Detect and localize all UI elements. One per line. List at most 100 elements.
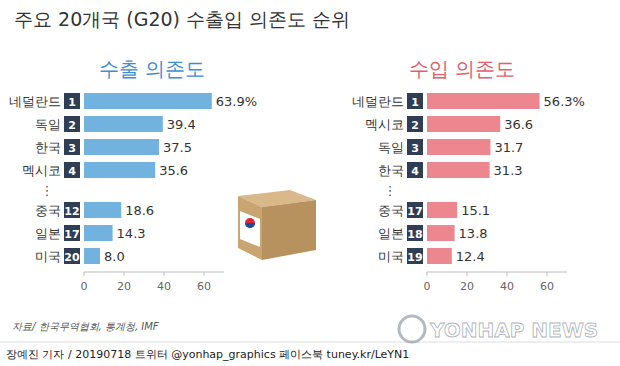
tick-label: 0 <box>424 280 431 293</box>
rank-box <box>64 116 80 132</box>
rank-label: 1 <box>411 96 419 109</box>
rank-label: 18 <box>407 228 422 241</box>
box-icon <box>238 190 316 260</box>
watermark-logo <box>399 316 425 342</box>
bar <box>84 225 113 241</box>
watermark: YONHAP NEWS <box>399 316 598 342</box>
rank-label: 3 <box>68 142 76 155</box>
rank-label: 20 <box>64 251 80 264</box>
bar <box>84 93 212 109</box>
rank-label: 17 <box>407 205 422 218</box>
bar <box>84 139 159 155</box>
bar <box>427 93 540 109</box>
category-label: 한국 <box>35 140 61 155</box>
rank-box <box>64 93 80 109</box>
data-label: 37.5 <box>163 140 192 155</box>
bar <box>427 248 452 264</box>
bars <box>427 93 540 264</box>
rank-box <box>64 162 80 178</box>
credit: 장예진 기자 / 20190718 트위터 @yonhap_graphics 페… <box>6 348 409 361</box>
tick-label: 40 <box>500 280 514 293</box>
category-label: 미국 <box>35 249 61 264</box>
tick-mark <box>204 272 205 276</box>
bar <box>84 248 100 264</box>
axis-line <box>427 272 567 273</box>
rank-label: 2 <box>68 119 76 132</box>
rank-label: 1 <box>68 96 76 109</box>
rank-label: 4 <box>68 165 76 178</box>
category-label: 일본 <box>35 226 61 241</box>
rank-label: 12 <box>64 205 79 218</box>
rank-label: 19 <box>407 251 422 264</box>
rank-box <box>407 116 423 132</box>
data-label: 8.0 <box>104 249 125 264</box>
bar <box>427 162 490 178</box>
bar <box>427 202 457 218</box>
tick-mark <box>547 272 548 276</box>
data-label: 63.9% <box>216 94 257 109</box>
rank-box <box>407 225 423 241</box>
category-label: 독일 <box>378 140 404 155</box>
tick-label: 40 <box>157 280 171 293</box>
background <box>0 0 620 366</box>
data-label: 14.3 <box>117 226 146 241</box>
rank-box <box>407 202 423 218</box>
tick-label: 60 <box>197 280 211 293</box>
rank-box <box>407 162 423 178</box>
tick-mark <box>164 272 165 276</box>
box-left <box>238 196 262 260</box>
rank-box <box>64 202 80 218</box>
tick-mark <box>467 272 468 276</box>
chart-root: 주요 20개국 (G20) 수출입 의존도 순위수출 의존도네덜란드 1 63.9%… <box>0 0 620 366</box>
bar <box>84 162 155 178</box>
flag <box>240 211 260 247</box>
tick-mark <box>427 272 428 276</box>
tick-label: 0 <box>81 280 88 293</box>
data-label: 15.1 <box>461 203 490 218</box>
panel-title: 수입 의존도 <box>409 57 515 81</box>
data-label: 13.8 <box>459 226 488 241</box>
flag-circle-blue <box>245 223 255 228</box>
data-label: 18.6 <box>125 203 154 218</box>
category-label: 멕시코 <box>22 163 61 178</box>
rank-box <box>64 139 80 155</box>
separator: ⋮ <box>384 183 397 198</box>
main-title: 주요 20개국 (G20) 수출입 의존도 순위 <box>14 8 350 30</box>
data-label: 31.3 <box>494 163 523 178</box>
category-label: 중국 <box>35 203 61 218</box>
separator: ⋮ <box>41 183 54 198</box>
category-label: 네덜란드 <box>352 94 404 109</box>
category-label: 미국 <box>378 249 404 264</box>
category-label: 중국 <box>378 203 404 218</box>
category-label: 독일 <box>35 117 61 132</box>
rank-label: 2 <box>411 119 419 132</box>
rank-label: 3 <box>411 142 419 155</box>
rank-label: 17 <box>64 228 79 241</box>
axis-line <box>84 272 224 273</box>
bar <box>427 139 490 155</box>
category-label: 일본 <box>378 226 404 241</box>
panel: 수출 의존도네덜란드163.9%독일239.4한국337.5멕시코435.6중국… <box>9 57 257 293</box>
bar <box>84 202 121 218</box>
data-label: 35.6 <box>159 163 188 178</box>
box-right <box>262 200 316 260</box>
tick-mark <box>124 272 125 276</box>
data-label: 39.4 <box>167 117 196 132</box>
flag-circle <box>245 218 255 228</box>
rank-label: 4 <box>411 165 419 178</box>
rank-box <box>407 93 423 109</box>
panel: 수입 의존도네덜란드156.3%멕시코236.6독일331.7한국431.3중국… <box>352 57 585 293</box>
data-label: 31.7 <box>494 140 523 155</box>
tick-label: 20 <box>460 280 474 293</box>
rank-box <box>407 139 423 155</box>
category-label: 한국 <box>378 163 404 178</box>
category-label: 멕시코 <box>365 117 404 132</box>
rank-box <box>64 225 80 241</box>
panel-title: 수출 의존도 <box>99 57 205 81</box>
data-label: 12.4 <box>456 249 485 264</box>
bar <box>427 116 500 132</box>
tick-label: 20 <box>117 280 131 293</box>
data-label: 56.3% <box>544 94 585 109</box>
tick-label: 60 <box>540 280 554 293</box>
source: 자료/ 한국무역협회, 통계청, IMF <box>12 321 159 332</box>
